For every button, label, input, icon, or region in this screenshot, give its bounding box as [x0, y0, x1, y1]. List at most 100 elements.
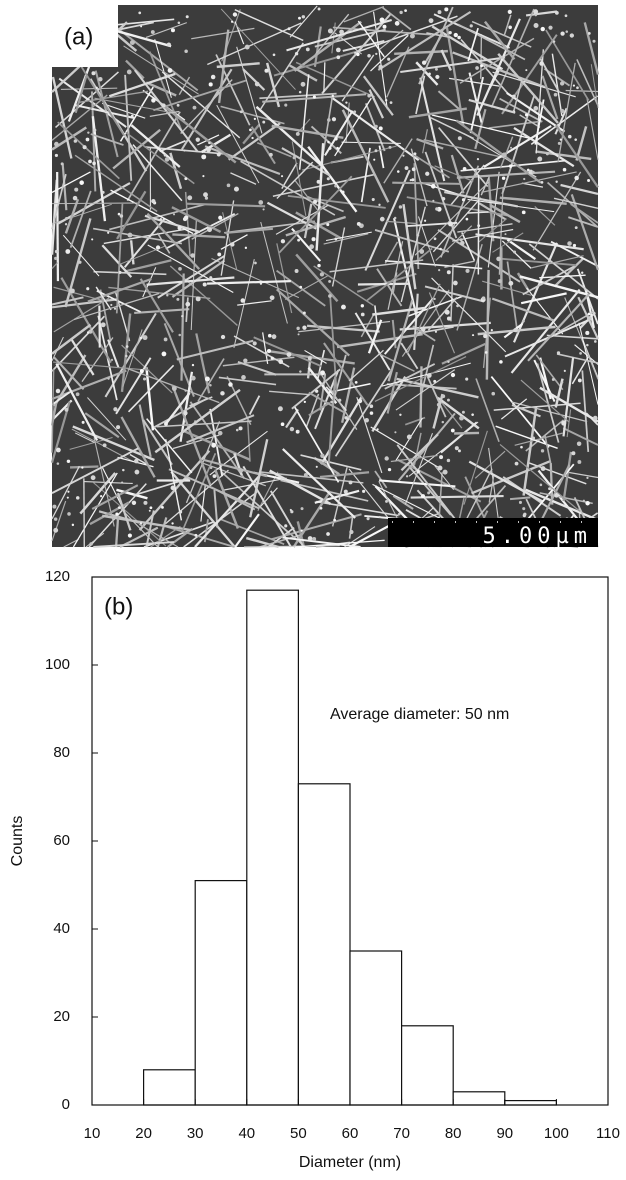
fiber: [367, 319, 383, 354]
particle: [585, 330, 590, 336]
fiber: [482, 280, 532, 296]
particle: [166, 42, 171, 47]
fiber: [172, 434, 220, 450]
fiber: [305, 393, 320, 427]
particle: [183, 149, 186, 152]
particle: [327, 118, 331, 122]
particle: [298, 16, 301, 20]
fiber: [161, 103, 237, 164]
particle: [404, 166, 409, 170]
particle: [557, 141, 561, 145]
bar: [452, 1091, 506, 1106]
fiber: [246, 418, 251, 462]
fiber: [323, 342, 369, 406]
fiber: [535, 354, 564, 391]
particle: [435, 74, 440, 80]
particle: [456, 304, 459, 308]
fiber: [426, 32, 451, 39]
fiber: [557, 62, 576, 163]
fiber: [406, 283, 441, 355]
particle: [388, 145, 392, 149]
fiber: [357, 20, 385, 58]
fiber: [578, 322, 599, 405]
particle: [117, 212, 121, 216]
particle: [374, 149, 378, 153]
fiber: [234, 513, 260, 548]
fiber: [145, 81, 177, 97]
particle: [163, 153, 167, 157]
particle: [239, 110, 243, 114]
fiber: [565, 89, 599, 93]
particle: [475, 66, 479, 70]
fiber: [51, 369, 55, 453]
fiber: [176, 339, 254, 361]
fiber: [427, 296, 458, 331]
fiber: [386, 220, 417, 225]
fiber: [197, 358, 225, 403]
particle: [586, 343, 589, 347]
fiber: [433, 464, 455, 491]
particle: [471, 413, 474, 416]
fiber: [74, 75, 88, 114]
particle: [95, 86, 98, 89]
fiber: [69, 190, 92, 248]
fiber: [581, 370, 590, 453]
fiber: [539, 464, 571, 523]
particle: [292, 155, 296, 160]
particle: [582, 499, 585, 502]
fiber: [144, 214, 201, 234]
particle: [101, 190, 105, 194]
fiber: [51, 298, 117, 309]
fiber: [207, 279, 291, 285]
fiber: [171, 259, 226, 298]
particle: [315, 389, 319, 393]
particle: [465, 217, 469, 221]
fiber: [499, 136, 514, 169]
particle: [233, 186, 239, 192]
particle: [315, 465, 318, 468]
particle: [469, 24, 473, 28]
fiber: [234, 9, 304, 42]
fiber: [119, 526, 159, 548]
particle: [552, 40, 556, 43]
particle: [396, 170, 400, 173]
fiber: [370, 34, 409, 72]
particle: [344, 416, 348, 420]
particle: [258, 200, 264, 205]
particle: [286, 352, 292, 357]
fiber: [142, 419, 173, 466]
particle: [171, 522, 174, 525]
particle: [447, 360, 450, 363]
particle: [425, 171, 430, 176]
fiber: [387, 299, 414, 382]
particle: [191, 363, 195, 367]
fiber: [96, 289, 141, 313]
particle: [556, 351, 561, 355]
particle: [459, 238, 463, 242]
fiber: [360, 312, 376, 338]
particle: [312, 536, 317, 541]
particle: [91, 71, 96, 76]
particle: [164, 157, 170, 162]
particle: [421, 327, 426, 332]
particle: [54, 256, 58, 261]
fiber: [390, 454, 438, 463]
particle: [64, 223, 68, 226]
fiber: [147, 244, 234, 294]
fiber: [122, 329, 143, 388]
particle: [249, 128, 252, 132]
particle: [518, 500, 522, 504]
particle: [560, 108, 565, 114]
particle: [548, 25, 553, 30]
particle: [526, 168, 530, 172]
fiber: [145, 367, 155, 431]
fiber: [129, 453, 149, 466]
particle: [87, 131, 90, 134]
bar: [297, 783, 351, 1106]
fiber: [219, 518, 285, 545]
particle: [159, 218, 163, 221]
fiber: [341, 54, 375, 102]
x-tick-label: 80: [445, 1125, 462, 1142]
particle: [181, 314, 184, 318]
fiber: [531, 255, 584, 269]
